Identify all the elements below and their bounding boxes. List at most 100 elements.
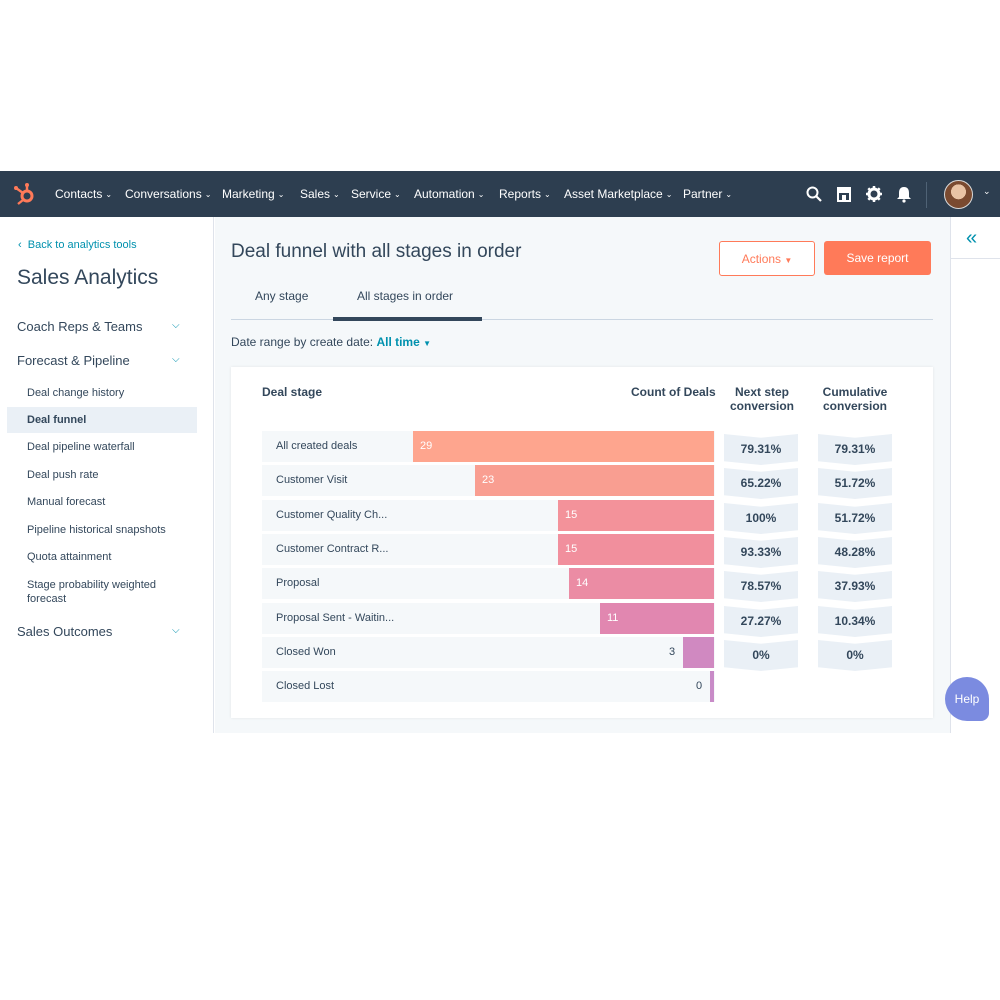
bar-value-label: 29: [420, 440, 433, 452]
settings-gear-icon[interactable]: [865, 185, 883, 203]
top-nav: [0, 171, 1000, 217]
active-tab-indicator: [333, 317, 482, 321]
chevron-down-icon: ⌄: [394, 190, 401, 199]
nav-marketing[interactable]: Marketing ⌄: [222, 171, 284, 217]
sidebar-title: Sales Analytics: [17, 266, 159, 289]
back-to-analytics-link[interactable]: ‹ Back to analytics tools: [18, 239, 137, 251]
chevron-down-icon: ⌄: [665, 190, 673, 199]
bar-value-label: 0: [696, 680, 703, 692]
nav-contacts[interactable]: Contacts ⌄: [55, 171, 112, 217]
cumulative-conversion: 0%: [818, 640, 892, 671]
sidebar-item-deal-funnel[interactable]: Deal funnel: [27, 414, 87, 426]
chevron-down-icon: ⌄: [277, 190, 285, 199]
chevron-down-icon: ⌄: [477, 190, 485, 199]
sidebar-section-coach[interactable]: Coach Reps & Teams: [17, 319, 143, 334]
funnel-bar[interactable]: [475, 465, 714, 496]
nav-divider: [926, 182, 927, 208]
column-header-deal-stage: Deal stage: [262, 385, 323, 399]
chevron-down-icon[interactable]: ⌵: [172, 354, 180, 365]
nav-conversations[interactable]: Conversations ⌄: [125, 171, 211, 217]
chevron-down-icon[interactable]: ⌵: [172, 320, 180, 331]
sidebar-section-forecast[interactable]: Forecast & Pipeline: [17, 353, 130, 368]
next-step-conversion: 65.22%: [724, 468, 798, 499]
cumulative-conversion: 48.28%: [818, 537, 892, 568]
nav-automation[interactable]: Automation ⌄: [414, 171, 484, 217]
funnel-bar[interactable]: [558, 500, 714, 531]
column-header-next-step: Next step conversion: [726, 385, 798, 413]
collapse-double-chevron-icon[interactable]: «: [966, 227, 978, 249]
search-icon[interactable]: [805, 185, 823, 203]
sidebar-item-manual-forecast[interactable]: Manual forecast: [27, 496, 106, 508]
row-label: Closed Won: [276, 646, 336, 658]
funnel-row[interactable]: [262, 671, 715, 702]
funnel-bar[interactable]: [710, 671, 714, 702]
cumulative-conversion: 79.31%: [818, 434, 892, 465]
right-rail: [950, 217, 1000, 733]
nav-sales[interactable]: Sales ⌄: [300, 171, 340, 217]
bar-value-label: 23: [482, 474, 495, 486]
row-label: All created deals: [276, 440, 358, 452]
column-header-count-of-deals: Count of Deals: [631, 385, 716, 399]
funnel-row[interactable]: [262, 637, 715, 668]
cumulative-header-line2: conversion: [822, 399, 888, 413]
actions-button[interactable]: Actions ▼: [719, 241, 815, 276]
notifications-bell-icon[interactable]: [895, 185, 913, 203]
funnel-bar[interactable]: [569, 568, 714, 599]
chevron-down-icon: ⌄: [725, 190, 733, 199]
sidebar-item-deal-pipeline-waterfall[interactable]: Deal pipeline waterfall: [27, 441, 135, 453]
nav-service[interactable]: Service ⌄: [351, 171, 401, 217]
caret-down-icon: ▼: [423, 339, 432, 348]
caret-down-icon: ▼: [784, 255, 793, 265]
tab-all-stages-in-order[interactable]: All stages in order: [357, 289, 454, 303]
date-range-filter[interactable]: Date range by create date: All time ▼: [231, 335, 432, 349]
bar-value-label: 15: [565, 509, 578, 521]
next-step-conversion: 78.57%: [724, 571, 798, 602]
row-label: Customer Contract R...: [276, 543, 389, 555]
sidebar-item-quota-attainment[interactable]: Quota attainment: [27, 551, 112, 563]
sidebar-item-stage-probability-weighted-forecast[interactable]: Stage probability weighted forecast: [27, 579, 157, 605]
tab-any-stage[interactable]: Any stage: [255, 289, 309, 303]
next-step-conversion: 100%: [724, 503, 798, 534]
nav-asset-marketplace[interactable]: Asset Marketplace ⌄: [564, 171, 672, 217]
cumulative-conversion: 51.72%: [818, 503, 892, 534]
bar-value-label: 11: [607, 612, 619, 624]
row-label: Customer Quality Ch...: [276, 509, 388, 521]
nav-reports[interactable]: Reports ⌄: [499, 171, 551, 217]
chevron-down-icon[interactable]: ⌄: [983, 186, 991, 196]
chevron-down-icon: ⌄: [333, 190, 340, 199]
cumulative-header-line1: Cumulative: [822, 385, 888, 399]
row-label: Customer Visit: [276, 474, 348, 486]
sidebar-item-deal-push-rate[interactable]: Deal push rate: [27, 469, 99, 481]
sidebar-active-highlight: [7, 407, 197, 433]
nav-partner[interactable]: Partner ⌄: [683, 171, 732, 217]
funnel-bar[interactable]: [600, 603, 714, 634]
bar-value-label: 3: [669, 646, 676, 658]
next-step-header-line1: Next step: [734, 385, 790, 399]
next-step-conversion: 27.27%: [724, 606, 798, 637]
rail-header: [950, 217, 1000, 259]
chevron-down-icon: ⌄: [105, 190, 113, 199]
row-label: Proposal: [276, 577, 320, 589]
hubspot-logo-icon[interactable]: [12, 182, 38, 206]
save-report-button[interactable]: Save report: [824, 241, 931, 275]
next-step-conversion: 93.33%: [724, 537, 798, 568]
next-step-conversion: 0%: [724, 640, 798, 671]
left-sidebar: [0, 217, 214, 733]
sidebar-item-deal-change-history[interactable]: Deal change history: [27, 387, 125, 399]
bar-value-label: 14: [576, 577, 589, 589]
funnel-bar[interactable]: [413, 431, 714, 462]
cumulative-conversion: 51.72%: [818, 468, 892, 499]
sidebar-section-outcomes[interactable]: Sales Outcomes: [17, 624, 113, 639]
chevron-left-icon: ‹: [18, 239, 28, 251]
help-button[interactable]: Help: [945, 677, 989, 721]
funnel-bar[interactable]: [558, 534, 714, 565]
user-avatar[interactable]: [944, 180, 973, 209]
chevron-down-icon[interactable]: ⌵: [172, 625, 180, 636]
tab-divider: [231, 319, 933, 320]
bar-value-label: 15: [565, 543, 578, 555]
marketplace-icon[interactable]: [835, 185, 853, 203]
funnel-bar[interactable]: [683, 637, 714, 668]
row-label: Closed Lost: [276, 680, 335, 692]
sidebar-item-pipeline-historical-snapshots[interactable]: Pipeline historical snapshots: [27, 524, 166, 536]
cumulative-conversion: 10.34%: [818, 606, 892, 637]
